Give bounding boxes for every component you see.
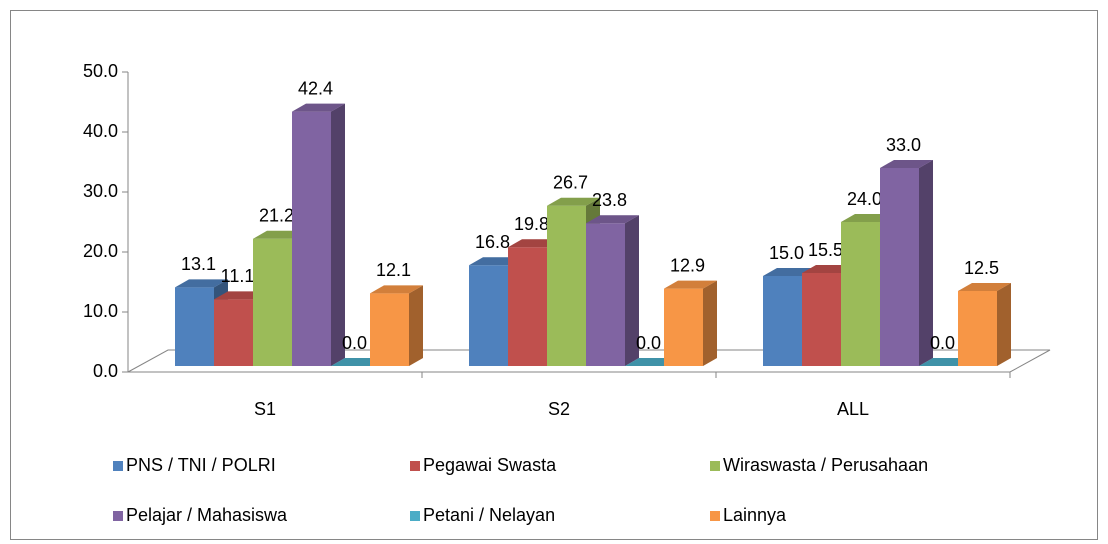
value-label: 15.5	[808, 240, 843, 260]
legend-swatch	[410, 461, 420, 471]
legend-label: Pelajar / Mahasiswa	[126, 505, 288, 525]
bar-side-shade	[703, 280, 717, 366]
y-tick-label: 0.0	[93, 361, 118, 381]
bar-front	[880, 168, 919, 366]
bar-front	[253, 238, 292, 366]
bar-side	[331, 103, 345, 366]
bar-top	[292, 103, 345, 112]
bar-front	[214, 299, 253, 366]
value-label: 0.0	[930, 333, 955, 353]
value-label: 0.0	[636, 333, 661, 353]
bar-top	[586, 215, 639, 224]
x-tick-label: S2	[548, 399, 570, 419]
bar-front	[802, 273, 841, 366]
bar-side	[997, 283, 1011, 366]
bar-side	[703, 280, 717, 366]
legend-swatch	[113, 461, 123, 471]
bar-top	[958, 283, 1011, 291]
bar-front	[508, 247, 547, 366]
bar-side-shade	[409, 285, 423, 366]
bar-front	[841, 222, 880, 366]
bar	[370, 285, 423, 366]
bar-top-shade	[880, 160, 933, 168]
legend-swatch	[710, 511, 720, 521]
bar-top-shade	[586, 215, 639, 224]
bar	[958, 283, 1011, 366]
bar-top-shade	[547, 197, 600, 206]
value-label: 33.0	[886, 135, 921, 155]
bar-front	[664, 288, 703, 366]
value-label: 19.8	[514, 214, 549, 234]
value-label: 0.0	[342, 333, 367, 353]
y-tick-label: 20.0	[83, 241, 118, 261]
legend-label: Lainnya	[723, 505, 787, 525]
bar-side-shade	[625, 215, 639, 366]
bar-top	[880, 160, 933, 168]
legend-swatch	[410, 511, 420, 521]
legend-label: Wiraswasta / Perusahaan	[723, 455, 928, 475]
value-label: 42.4	[298, 78, 333, 98]
bar-front	[469, 265, 508, 366]
bar	[292, 103, 345, 366]
value-label: 12.1	[376, 260, 411, 280]
y-tick-label: 50.0	[83, 61, 118, 81]
legend-swatch	[710, 461, 720, 471]
bar-side-shade	[997, 283, 1011, 366]
bar	[664, 280, 717, 366]
bar	[880, 160, 933, 366]
bar-side	[409, 285, 423, 366]
bar-top	[664, 280, 717, 289]
bar	[586, 215, 639, 366]
value-label: 11.1	[221, 266, 255, 286]
x-tick-label: S1	[254, 399, 276, 419]
value-label: 15.0	[769, 243, 804, 263]
y-tick-label: 30.0	[83, 181, 118, 201]
bar-top-shade	[958, 283, 1011, 291]
legend-swatch	[113, 511, 123, 521]
bar-front	[958, 291, 997, 366]
bar-top	[547, 197, 600, 206]
value-label: 12.9	[670, 255, 705, 275]
bar-top-shade	[292, 103, 345, 112]
y-tick-label: 40.0	[83, 121, 118, 141]
value-label: 21.2	[259, 206, 294, 226]
value-label: 26.7	[553, 173, 588, 193]
bar-top	[175, 279, 228, 288]
value-label: 12.5	[964, 258, 999, 278]
bar-front	[763, 276, 802, 366]
value-label: 16.8	[475, 232, 510, 252]
bar-front	[370, 293, 409, 366]
value-label: 13.1	[181, 254, 216, 274]
bar-front	[547, 205, 586, 366]
bar-side-shade	[919, 160, 933, 366]
bar-side	[625, 215, 639, 366]
bar-top-shade	[175, 279, 228, 288]
bar-front	[175, 287, 214, 366]
bar-top-shade	[664, 280, 717, 289]
value-label: 24.0	[847, 189, 882, 209]
x-tick-label: ALL	[837, 399, 869, 419]
value-label: 23.8	[592, 190, 627, 210]
y-tick-label: 10.0	[83, 301, 118, 321]
bar-front	[586, 223, 625, 366]
bar-top	[370, 285, 423, 294]
bar-top-shade	[370, 285, 423, 294]
bar-side	[919, 160, 933, 366]
legend-label: PNS / TNI / POLRI	[126, 455, 276, 475]
bar-front	[292, 111, 331, 366]
legend-label: Petani / Nelayan	[423, 505, 555, 525]
bar-side-shade	[331, 103, 345, 366]
legend-label: Pegawai Swasta	[423, 455, 557, 475]
